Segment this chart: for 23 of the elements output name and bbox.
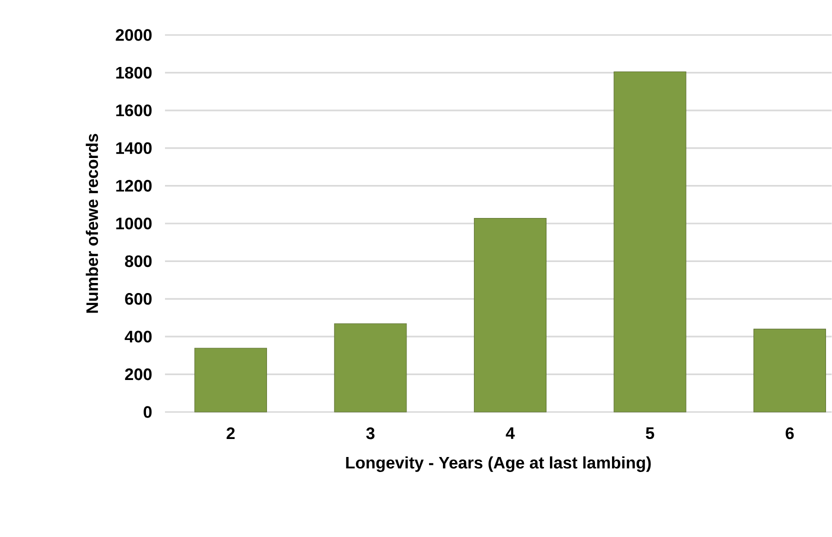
y-tick-label: 400	[124, 330, 152, 343]
bar	[474, 218, 546, 412]
y-tick-label: 1000	[116, 218, 152, 230]
y-tick-label: 1600	[116, 104, 152, 116]
y-tick-label: 1800	[116, 66, 152, 79]
y-tick-label: 0	[144, 406, 152, 418]
y-axis-title: Number ofewe records	[86, 134, 98, 313]
y-tick-label: 1400	[116, 142, 152, 154]
bar	[334, 323, 407, 412]
bar	[614, 71, 686, 412]
bar	[194, 348, 267, 412]
bar	[753, 328, 826, 412]
x-tick-label: 3	[366, 427, 374, 440]
y-tick-label: 800	[125, 255, 152, 268]
x-tick-label: 6	[786, 427, 794, 440]
y-tick-label: 200	[125, 368, 152, 380]
y-tick-label: 1200	[116, 180, 152, 192]
x-tick-label: 5	[646, 427, 654, 440]
x-tick-label: 4	[506, 427, 515, 439]
x-tick-label: 2	[226, 427, 235, 440]
x-axis-title: Longevity - Years (Age at last lambing)	[346, 456, 651, 472]
y-tick-label: 600	[125, 293, 152, 305]
y-tick-label: 2000	[116, 29, 152, 41]
